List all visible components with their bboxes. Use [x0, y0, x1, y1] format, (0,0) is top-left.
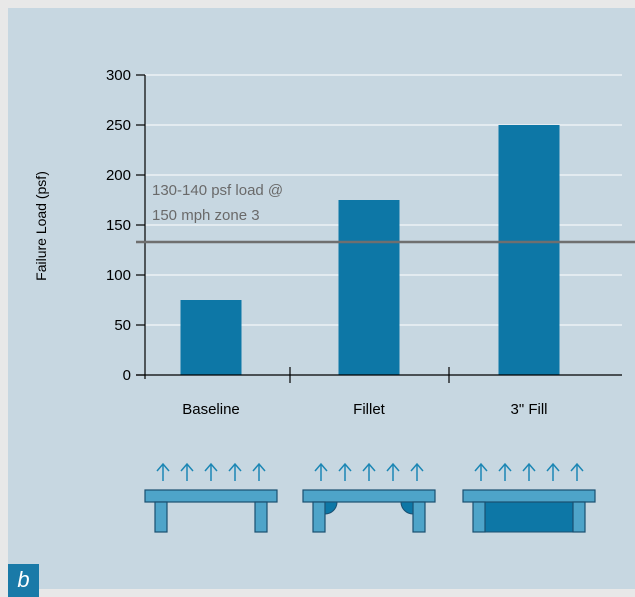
figure-panel: 0 50 100 150 200 250 300 Baseline Fillet 3" Fill …: [8, 8, 635, 597]
diagram-0-arrow-4: [252, 462, 266, 481]
diagram-1-arrow-3: [386, 462, 400, 481]
x-tick-label-1: Fillet: [353, 401, 386, 418]
y-tick-label-150: 150: [106, 217, 131, 234]
diagram-1-arrow-2: [362, 462, 376, 481]
y-axis-title: Failure Load (psf): [33, 171, 49, 281]
diagram-1: [302, 462, 436, 533]
diagram-1-arrow-0: [314, 462, 328, 481]
y-tick-label-300: 300: [106, 67, 131, 84]
diagram-2-leg-right: [572, 501, 586, 533]
diagram-2-leg-left: [472, 501, 486, 533]
diagram-0-leg-left: [154, 501, 168, 533]
bar-2: [498, 125, 560, 375]
diagram-2: [462, 462, 596, 533]
diagram-2-arrow-2: [522, 462, 536, 481]
axes: 0 50 100 150 200 250 300 Baseline Fillet 3" Fill: [106, 67, 622, 418]
diagram-2-fill-block: [472, 501, 586, 533]
diagram-1-arrow-4: [410, 462, 424, 481]
diagram-0-arrow-2: [204, 462, 218, 481]
diagram-1-leg-right: [412, 501, 426, 533]
diagram-2-arrow-4: [570, 462, 584, 481]
y-tick-label-100: 100: [106, 267, 131, 284]
bars: [180, 125, 560, 375]
diagram-1-leg-left: [312, 501, 326, 533]
uplift-diagrams: [144, 462, 596, 533]
reference-label-line2: 150 mph zone 3: [152, 207, 260, 224]
x-tick-label-2: 3" Fill: [511, 401, 548, 418]
diagram-1-deck: [302, 489, 436, 503]
y-tick-label-200: 200: [106, 167, 131, 184]
diagram-0-leg-right: [254, 501, 268, 533]
x-tick-label-0: Baseline: [182, 401, 240, 418]
diagram-2-arrow-1: [498, 462, 512, 481]
bar-0: [180, 300, 242, 375]
diagram-0-arrow-1: [180, 462, 194, 481]
diagram-2-arrow-3: [546, 462, 560, 481]
diagram-2-deck: [462, 489, 596, 503]
diagram-0-arrow-0: [156, 462, 170, 481]
y-tick-label-0: 0: [123, 367, 131, 384]
diagram-0: [144, 462, 278, 533]
diagram-1-fillet-right: [400, 501, 414, 515]
diagram-1-arrow-1: [338, 462, 352, 481]
y-tick-label-250: 250: [106, 117, 131, 134]
diagram-0-deck: [144, 489, 278, 503]
diagram-1-fillet-left: [324, 501, 338, 515]
y-tick-label-50: 50: [114, 317, 131, 334]
bar-1: [338, 200, 400, 375]
diagram-2-arrow-0: [474, 462, 488, 481]
diagram-0-arrow-3: [228, 462, 242, 481]
panel-label: b: [8, 564, 39, 597]
reference-line-group: 130-140 psf load @ 150 mph zone 3: [136, 182, 635, 244]
reference-label-line1: 130-140 psf load @: [152, 182, 283, 199]
